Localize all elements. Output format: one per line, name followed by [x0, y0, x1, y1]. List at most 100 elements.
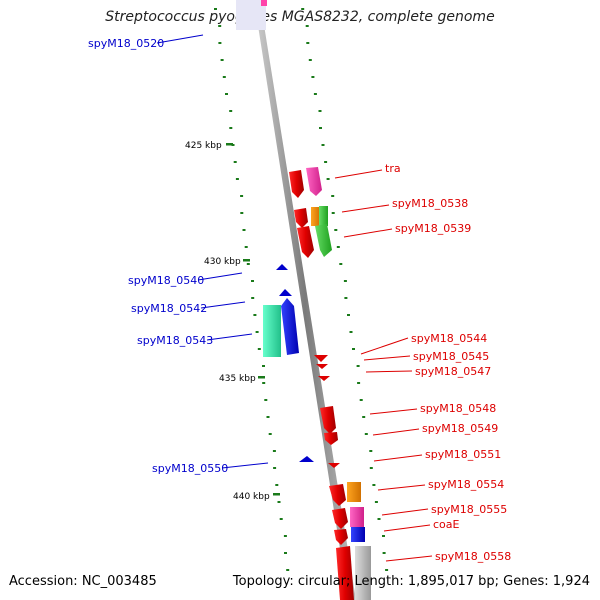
kbp-tick-label: 440 kbp — [233, 492, 270, 502]
gc-skew-dots — [214, 8, 389, 571]
gene-block — [319, 206, 328, 226]
gene-arrow — [316, 364, 328, 369]
gc-dot — [235, 178, 239, 180]
gene-arrow — [294, 208, 308, 228]
gene-arrow — [328, 463, 340, 468]
gc-dot — [240, 195, 244, 197]
gene-label-spyM18_0550[interactable]: spyM18_0550 — [152, 462, 228, 475]
gene-label-spyM18_0551[interactable]: spyM18_0551 — [425, 448, 501, 461]
gc-dot — [279, 518, 283, 520]
gc-dot — [266, 416, 270, 418]
gc-dot — [225, 93, 228, 95]
gc-dot — [364, 433, 368, 435]
kbp-tick-label: 425 kbp — [185, 141, 222, 151]
kbp-tick-mark — [243, 259, 250, 262]
gc-dot — [352, 348, 355, 350]
label-connector — [373, 454, 423, 462]
gc-dot — [331, 195, 335, 197]
forward-strand-features — [289, 167, 371, 600]
gene-label-spyM18_0558[interactable]: spyM18_0558 — [435, 550, 511, 563]
gc-dot — [374, 501, 378, 503]
gc-dot — [262, 382, 266, 384]
accession-label: Accession: NC_003485 — [9, 574, 157, 589]
gene-arrow — [299, 456, 314, 462]
label-connector — [381, 508, 429, 516]
gc-dot — [220, 59, 224, 61]
gene-label-spyM18_0547[interactable]: spyM18_0547 — [415, 365, 491, 378]
gene-label-spyM18_0548[interactable]: spyM18_0548 — [420, 402, 496, 415]
kbp-tick-group — [226, 143, 280, 496]
gene-arrow — [314, 355, 328, 362]
gene-arrow — [332, 508, 348, 529]
gc-dot — [262, 365, 265, 367]
gc-dot — [218, 25, 222, 27]
gc-dot — [214, 8, 217, 10]
gene-arrow — [289, 170, 304, 198]
label-connector — [372, 428, 420, 436]
kbp-tick-mark — [258, 376, 265, 379]
gene-arrow — [279, 289, 292, 296]
label-connector — [360, 337, 409, 355]
gene-label-spyM18_0539[interactable]: spyM18_0539 — [395, 222, 471, 235]
kbp-tick-mark — [273, 493, 280, 496]
gc-dot — [222, 76, 226, 78]
gc-dot — [229, 127, 233, 129]
gc-dot — [385, 569, 389, 571]
label-connector — [343, 228, 393, 238]
gc-dot — [268, 433, 272, 435]
label-connector — [365, 370, 413, 373]
gene-label-spyM18_0554[interactable]: spyM18_0554 — [428, 478, 504, 491]
gc-dot — [306, 42, 310, 44]
gene-label-coaE[interactable]: coaE — [433, 518, 460, 531]
gc-dot — [284, 552, 287, 554]
gene-label-spyM18_0555[interactable]: spyM18_0555 — [431, 503, 507, 516]
reverse-strand-features — [263, 264, 314, 462]
gene-label-spyM18_0538[interactable]: spyM18_0538 — [392, 197, 468, 210]
gc-dot — [369, 450, 373, 452]
gene-arrow — [320, 406, 336, 434]
gc-dot — [347, 314, 350, 316]
gene-label-spyM18_0540[interactable]: spyM18_0540 — [128, 274, 204, 287]
gc-dot — [264, 399, 268, 401]
gc-dot — [301, 8, 305, 10]
gene-label-spyM18_0542[interactable]: spyM18_0542 — [131, 302, 207, 315]
gene-label-spyM18_0544[interactable]: spyM18_0544 — [411, 332, 487, 345]
gc-dot — [311, 76, 315, 78]
gene-label-spyM18_0549[interactable]: spyM18_0549 — [422, 422, 498, 435]
gene-label-tra[interactable]: tra — [385, 162, 401, 175]
gc-dot — [233, 161, 237, 163]
kbp-tick-label: 435 kbp — [219, 374, 256, 384]
gene-arrow — [276, 264, 288, 270]
gene-label-spyM18_0545[interactable]: spyM18_0545 — [413, 350, 489, 363]
gc-dot — [326, 178, 330, 180]
label-connector — [221, 462, 269, 469]
gc-dot — [308, 59, 312, 61]
gene-arrow — [324, 432, 338, 445]
gene-block — [347, 482, 361, 502]
gene-arrow — [336, 546, 354, 600]
topology-label: Topology: circular; Length: 1,895,017 bp… — [232, 574, 590, 589]
gc-dot — [369, 467, 373, 469]
gc-dot — [324, 161, 328, 163]
gc-dot — [253, 314, 257, 316]
gc-dot — [251, 280, 254, 282]
gene-label-spyM18_0520[interactable]: spyM18_0520 — [88, 37, 164, 50]
kbp-tick-label: 430 kbp — [204, 257, 241, 267]
gc-dot — [331, 212, 335, 214]
gc-dot — [257, 348, 261, 350]
gc-dot — [318, 110, 322, 112]
gc-dot — [362, 416, 366, 418]
gc-dot — [255, 331, 259, 333]
right-label-connectors — [334, 169, 433, 562]
gene-arrow — [306, 167, 322, 196]
gene-feature — [261, 0, 267, 6]
gene-label-spyM18_0543[interactable]: spyM18_0543 — [137, 334, 213, 347]
left-label-connectors — [156, 34, 269, 469]
gc-dot — [344, 297, 348, 299]
gc-dot — [240, 212, 244, 214]
gene-arrow — [297, 226, 314, 258]
gc-dot — [283, 535, 287, 537]
gene-arrow — [329, 484, 346, 506]
gene-arrow — [318, 376, 330, 381]
